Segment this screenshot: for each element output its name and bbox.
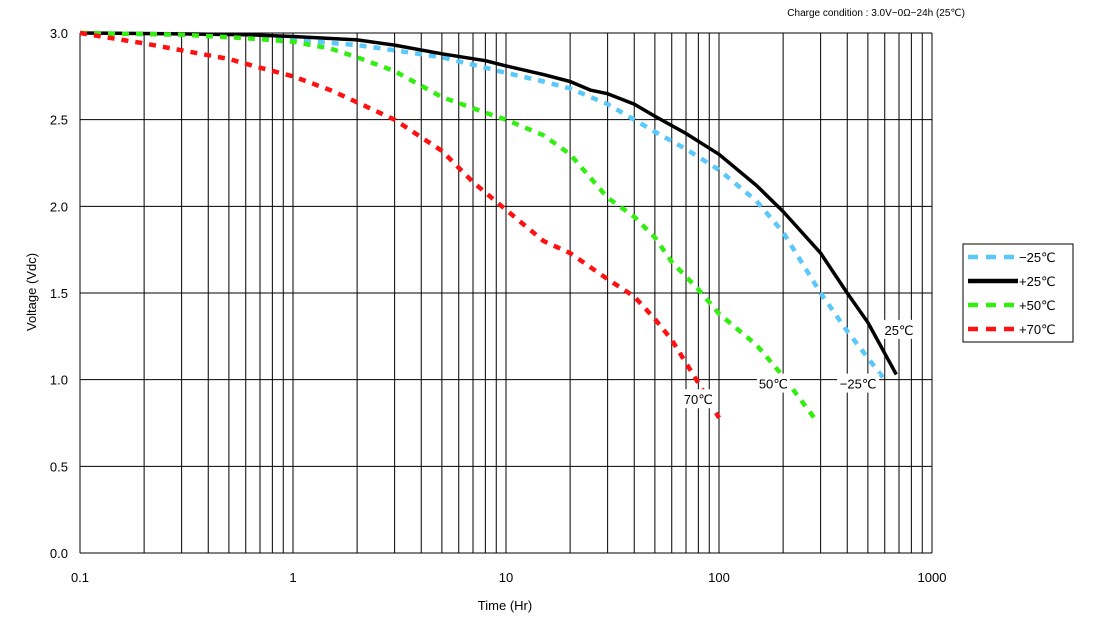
x-tick-label: 1 — [289, 570, 296, 585]
y-tick-label: 2.0 — [50, 199, 68, 214]
annotation-background — [882, 319, 916, 339]
legend-label: +50℃ — [1019, 298, 1056, 313]
series-line-4 — [79, 30, 721, 419]
annotation-background — [837, 373, 880, 393]
legend-label: +25℃ — [1019, 274, 1056, 289]
annotation-label: 25℃ — [884, 323, 913, 338]
x-tick-label: 10 — [499, 570, 513, 585]
series-layer — [79, 30, 898, 420]
tick-labels: 0.1 1 10 100 1000 0.0 0.5 1.0 1.5 2.0 2.5 3.0 — [50, 26, 947, 585]
series-line-3 — [79, 30, 817, 420]
y-tick-label: 0.5 — [50, 459, 68, 474]
grid — [79, 32, 933, 554]
annotation-background — [756, 373, 790, 393]
y-tick-label: 1.5 — [50, 286, 68, 301]
series-line-2 — [79, 31, 898, 376]
y-axis-label: Voltage (Vdc) — [24, 253, 39, 331]
charge-condition: Charge condition : 3.0V−0Ω−24h (25℃) — [787, 8, 965, 19]
y-tick-label: 2.5 — [50, 113, 68, 128]
annotation-label: 70℃ — [684, 392, 713, 407]
legend-label: −25℃ — [1019, 250, 1056, 265]
legend-box — [962, 243, 1074, 343]
x-tick-label: 1000 — [918, 570, 947, 585]
x-tick-label: 100 — [708, 570, 730, 585]
x-tick-label: 0.1 — [71, 570, 89, 585]
annotation-label: 50℃ — [759, 377, 788, 392]
x-axis-label: Time (Hr) — [478, 598, 532, 613]
legend-label: +70℃ — [1019, 322, 1056, 337]
y-tick-label: 1.0 — [50, 373, 68, 388]
annotation-label: −25℃ — [840, 377, 877, 392]
series-line-1 — [79, 30, 887, 382]
annotations: 25℃ −25℃ 50℃ 70℃ — [681, 319, 916, 409]
annotation-background — [681, 389, 715, 409]
legend: −25℃ +25℃ +50℃ +70℃ — [962, 243, 1074, 343]
y-tick-label: 3.0 — [50, 26, 68, 41]
y-tick-label: 0.0 — [50, 546, 68, 561]
